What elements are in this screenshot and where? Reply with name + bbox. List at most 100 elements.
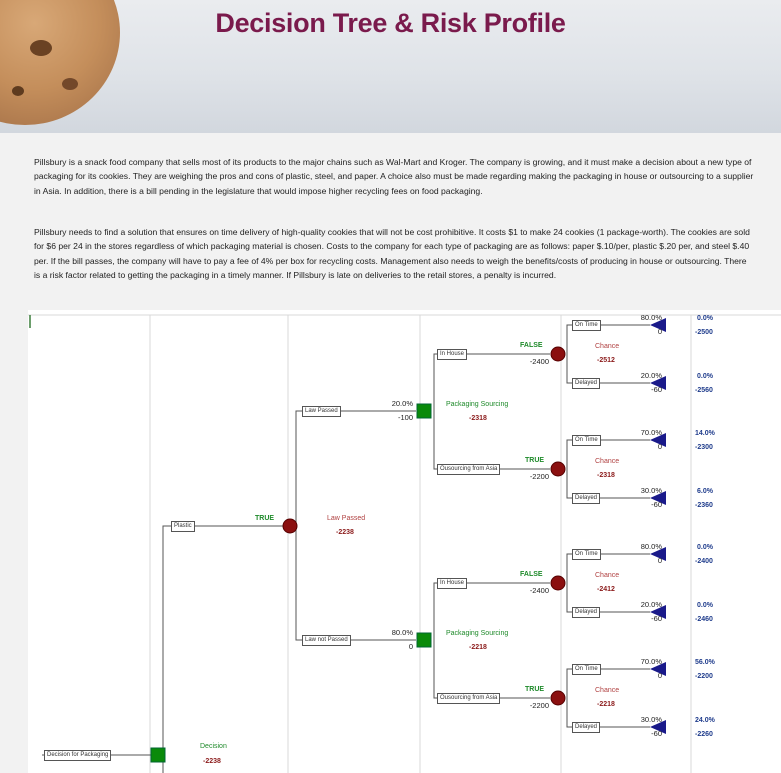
header-banner: Decision Tree & Risk Profile xyxy=(0,0,781,133)
law-passed-cost: -100 xyxy=(397,413,413,422)
law-not-passed-cost: 0 xyxy=(408,642,413,651)
terminal-node-icon xyxy=(650,491,666,505)
law-not-passed-sourcing-value: -2218 xyxy=(469,644,487,651)
law-passed-sourcing-value: -2318 xyxy=(469,415,487,422)
lp-outsource-chance-label: Chance xyxy=(595,458,620,465)
root-label: Decision xyxy=(200,743,227,750)
tree-lines xyxy=(28,314,781,773)
lp-os-on-time-prob: 70.0% xyxy=(640,428,662,437)
lp-os-delayed-prob: 30.0% xyxy=(640,486,662,495)
lp-in-house-box: In House xyxy=(437,349,468,360)
lnp-os-on-time-cost: 0 xyxy=(657,671,662,680)
lnp-ih-delayed-cost: -60 xyxy=(651,614,662,623)
plastic-branch-box: Plastic xyxy=(171,521,195,532)
lnp-in-house-cost: -2400 xyxy=(529,586,549,595)
lnp-ih-delayed-end-value: -2460 xyxy=(695,616,713,623)
lp-os-delayed-box: Delayed xyxy=(572,493,601,504)
lp-os-delayed-cost: -60 xyxy=(651,500,662,509)
lnp-ih-delayed-end-prob: 0.0% xyxy=(697,602,713,609)
lnp-in-house-flag: FALSE xyxy=(520,571,543,578)
lnp-in-house-box: In House xyxy=(437,578,468,589)
lp-ih-delayed-end-value: -2560 xyxy=(695,387,713,394)
terminal-node-icon xyxy=(650,376,666,390)
lnp-outsource-chance-value: -2218 xyxy=(597,701,615,708)
lp-os-on-time-cost: 0 xyxy=(657,442,662,451)
lnp-os-on-time-box: On Time xyxy=(572,664,601,675)
lnp-outsource-box: Ousourcing from Asia xyxy=(437,693,501,704)
chance-node-icon xyxy=(550,690,566,706)
page-title: Decision Tree & Risk Profile xyxy=(215,8,566,38)
lp-ih-on-time-box: On Time xyxy=(572,320,601,331)
law-passed-branch-box: Law Passed xyxy=(302,406,341,417)
terminal-node-icon xyxy=(650,662,666,676)
chance-node-icon xyxy=(550,461,566,477)
cookie-chip xyxy=(62,78,78,90)
lp-ih-on-time-end-value: -2500 xyxy=(695,329,713,336)
law-passed-sourcing-label: Packaging Sourcing xyxy=(446,401,509,408)
lnp-os-on-time-end-prob: 56.0% xyxy=(695,659,715,666)
law-not-passed-sourcing-label: Packaging Sourcing xyxy=(446,630,509,637)
chance-node-icon xyxy=(282,518,298,534)
lp-ih-on-time-prob: 80.0% xyxy=(640,313,662,322)
lp-os-on-time-end-prob: 14.0% xyxy=(695,430,715,437)
lp-ih-delayed-cost: -60 xyxy=(651,385,662,394)
lp-ih-delayed-prob: 20.0% xyxy=(640,371,662,380)
decision-node-icon xyxy=(416,632,432,648)
intro-paragraph: Pillsbury is a snack food company that s… xyxy=(34,157,754,196)
lnp-os-delayed-cost: -60 xyxy=(651,729,662,738)
lnp-outsource-flag: TRUE xyxy=(525,686,545,693)
chance-node-icon xyxy=(550,575,566,591)
lp-os-delayed-end-prob: 6.0% xyxy=(697,488,713,495)
lnp-ih-on-time-end-prob: 0.0% xyxy=(697,544,713,551)
lnp-ih-delayed-prob: 20.0% xyxy=(640,600,662,609)
lp-os-delayed-end-value: -2360 xyxy=(695,502,713,509)
decision-node-icon xyxy=(416,403,432,419)
lnp-outsource-chance-label: Chance xyxy=(595,687,620,694)
lnp-ih-on-time-end-value: -2400 xyxy=(695,558,713,565)
law-chance-value: -2238 xyxy=(336,529,354,536)
root-value: -2238 xyxy=(203,758,221,765)
lnp-outsource-cost: -2200 xyxy=(529,701,549,710)
cookie-chip xyxy=(12,86,24,96)
law-passed-prob: 20.0% xyxy=(391,399,413,408)
lp-outsource-box: Ousourcing from Asia xyxy=(437,464,501,475)
root-branch-box: Decision for Packaging xyxy=(44,750,112,761)
lnp-os-delayed-prob: 30.0% xyxy=(640,715,662,724)
lp-in-house-flag: FALSE xyxy=(520,342,543,349)
cookie-chip xyxy=(30,40,52,56)
lp-outsource-chance-value: -2318 xyxy=(597,472,615,479)
lnp-in-house-chance-value: -2412 xyxy=(597,586,615,593)
lp-in-house-chance-label: Chance xyxy=(595,343,620,350)
lnp-ih-delayed-box: Delayed xyxy=(572,607,601,618)
terminal-node-icon xyxy=(650,720,666,734)
plastic-flag: TRUE xyxy=(255,515,275,522)
decision-node-icon xyxy=(150,747,166,763)
lnp-ih-on-time-box: On Time xyxy=(572,549,601,560)
terminal-node-icon xyxy=(650,433,666,447)
lp-os-on-time-end-value: -2300 xyxy=(695,444,713,451)
lp-outsource-cost: -2200 xyxy=(529,472,549,481)
lp-ih-on-time-cost: 0 xyxy=(657,327,662,336)
lnp-os-on-time-end-value: -2200 xyxy=(695,673,713,680)
problem-paragraph: Pillsbury needs to find a solution that … xyxy=(34,227,750,281)
lp-ih-delayed-box: Delayed xyxy=(572,378,601,389)
law-chance-label: Law Passed xyxy=(327,515,366,522)
lp-ih-delayed-end-prob: 0.0% xyxy=(697,373,713,380)
terminal-node-icon xyxy=(650,605,666,619)
lnp-os-delayed-box: Delayed xyxy=(572,722,601,733)
lnp-in-house-chance-label: Chance xyxy=(595,572,620,579)
lp-in-house-chance-value: -2512 xyxy=(597,357,615,364)
lnp-os-on-time-prob: 70.0% xyxy=(640,657,662,666)
lnp-os-delayed-end-prob: 24.0% xyxy=(695,717,715,724)
lnp-os-delayed-end-value: -2260 xyxy=(695,731,713,738)
lnp-ih-on-time-cost: 0 xyxy=(657,556,662,565)
lp-ih-on-time-end-prob: 0.0% xyxy=(697,315,713,322)
terminal-node-icon xyxy=(650,547,666,561)
law-not-passed-prob: 80.0% xyxy=(391,628,413,637)
chance-node-icon xyxy=(550,346,566,362)
lp-outsource-flag: TRUE xyxy=(525,457,545,464)
terminal-node-icon xyxy=(650,318,666,332)
lp-in-house-cost: -2400 xyxy=(529,357,549,366)
decision-tree-sheet: Decision for Packaging Decision -2238 Pl… xyxy=(28,310,781,773)
lp-os-on-time-box: On Time xyxy=(572,435,601,446)
